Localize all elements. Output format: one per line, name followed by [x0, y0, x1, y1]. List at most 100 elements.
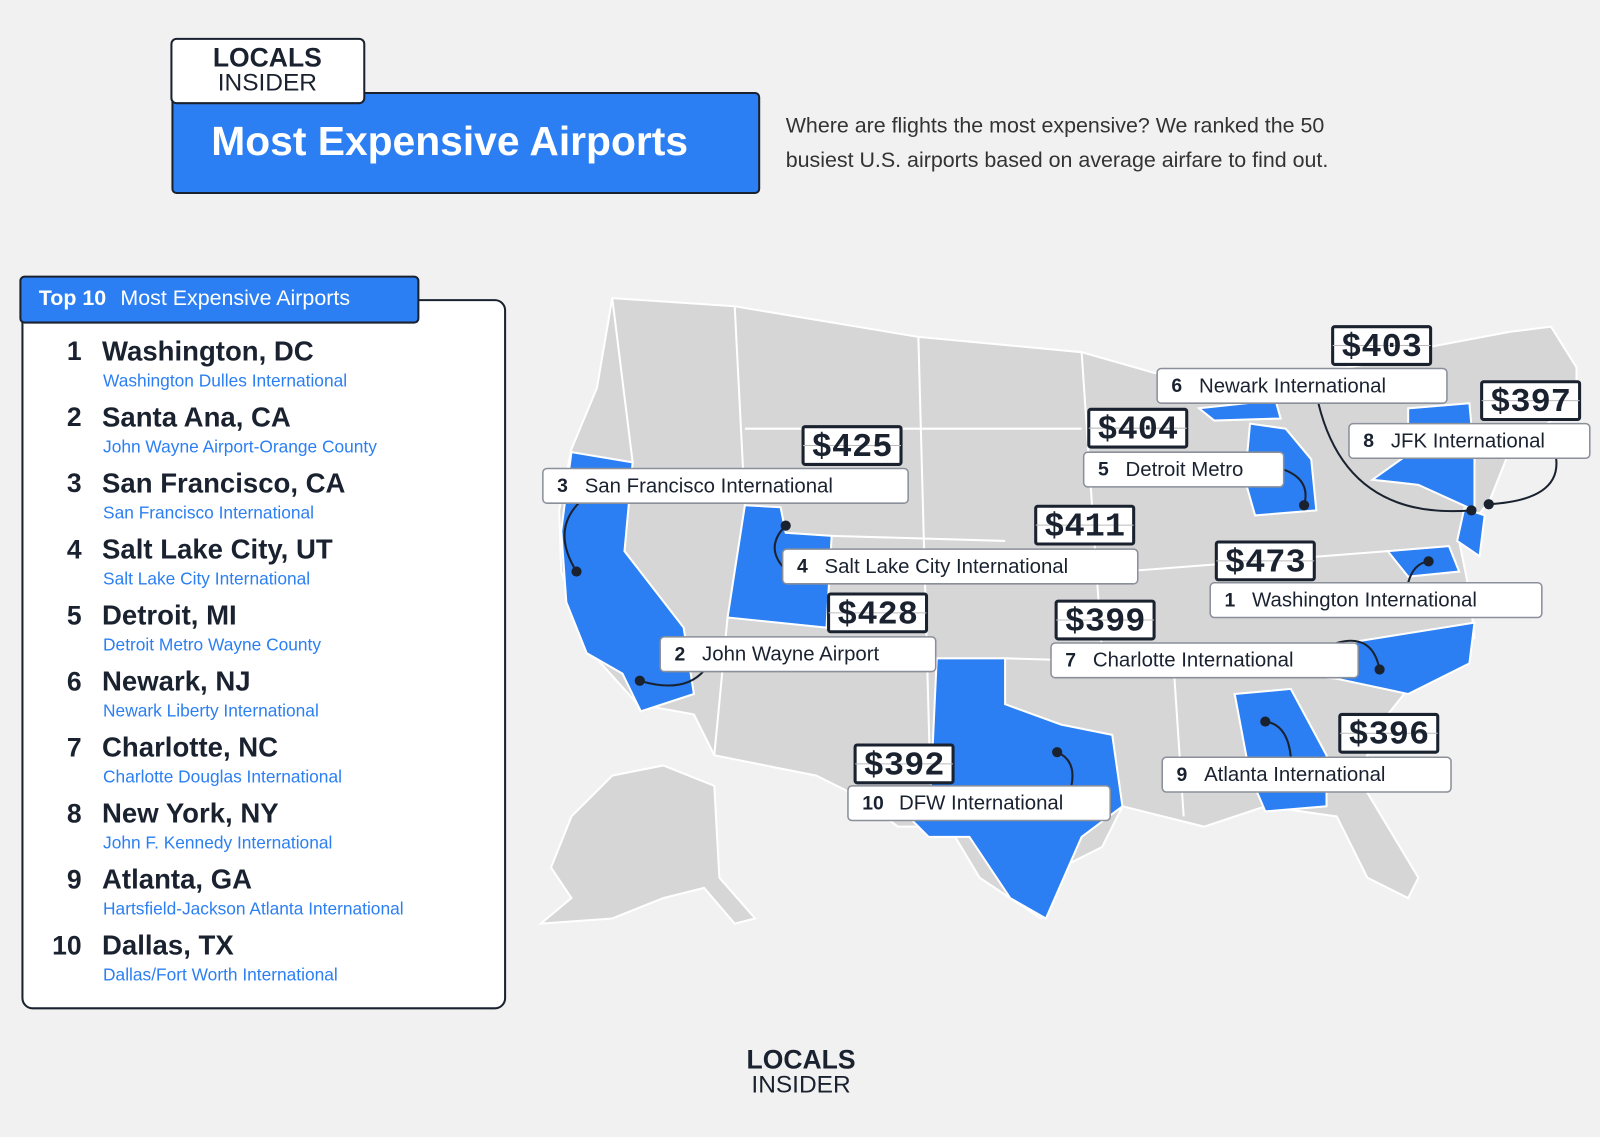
callout-rank: 5	[1098, 459, 1109, 481]
callout-box	[1082, 451, 1285, 488]
list-tab	[19, 275, 420, 324]
callout-rank: 1	[1224, 589, 1235, 611]
logo-line: LOCALS	[213, 42, 322, 72]
callout-name: JFK International	[1391, 430, 1545, 452]
airport-dot	[1052, 747, 1063, 758]
city: Salt Lake City, UT	[102, 534, 333, 565]
city: Charlotte, NC	[102, 732, 278, 763]
city: San Francisco, CA	[102, 468, 346, 499]
airport-dot	[634, 675, 645, 686]
utah	[726, 504, 833, 629]
price: $397	[1490, 384, 1571, 422]
airport: Dallas/Fort Worth International	[103, 965, 338, 985]
rank: 3	[67, 468, 82, 498]
callout-box	[1161, 756, 1452, 793]
callout-name: San Francisco International	[585, 475, 833, 497]
price: $399	[1065, 603, 1146, 641]
title-bar	[171, 91, 761, 195]
callout-box	[1209, 582, 1543, 619]
city: Atlanta, GA	[102, 864, 252, 895]
rank: 4	[67, 534, 82, 564]
price: $396	[1348, 717, 1429, 755]
price: $411	[1044, 509, 1125, 547]
airport-dot	[1466, 505, 1477, 516]
price: $404	[1097, 412, 1178, 450]
callout-name: Washington International	[1252, 590, 1477, 612]
airport: Hartsfield-Jackson Atlanta International	[103, 899, 404, 919]
airport: Washington Dulles International	[103, 370, 347, 390]
callout-box	[1156, 367, 1448, 404]
rank: 7	[67, 732, 82, 762]
rank: 8	[67, 798, 82, 828]
callout-rank: 2	[674, 643, 685, 665]
airport-dot	[1423, 556, 1434, 567]
callout-rank: 8	[1363, 430, 1374, 452]
price: $403	[1341, 329, 1422, 367]
callout-name: Salt Lake City International	[824, 556, 1068, 578]
airport-dot	[571, 566, 582, 577]
city: Dallas, TX	[102, 930, 234, 961]
rank: 5	[67, 600, 82, 630]
callout-box	[1050, 642, 1359, 679]
airport: Newark Liberty International	[103, 700, 319, 720]
city: Santa Ana, CA	[102, 401, 291, 432]
callout-rank: 9	[1177, 764, 1188, 786]
logo-line: INSIDER	[218, 69, 317, 96]
price: $473	[1225, 544, 1306, 582]
airport: Charlotte Douglas International	[103, 766, 342, 786]
airport: Detroit Metro Wayne County	[103, 634, 321, 654]
list-title: Most Expensive Airports	[120, 286, 350, 310]
callout-box	[847, 785, 1111, 822]
rank: 10	[52, 930, 82, 960]
callout-rank: 4	[797, 556, 808, 578]
description: busiest U.S. airports based on average a…	[786, 148, 1329, 172]
connector	[1336, 639, 1381, 670]
connector	[1488, 458, 1558, 506]
new-jersey	[1455, 506, 1486, 559]
list-title-bold: Top 10	[39, 286, 106, 310]
callout-name: Detroit Metro	[1126, 459, 1244, 481]
city: Washington, DC	[102, 335, 314, 366]
airport-dot	[780, 520, 791, 531]
price: $428	[837, 596, 918, 634]
footer-logo: INSIDER	[751, 1071, 850, 1098]
callout-name: DFW International	[899, 793, 1063, 815]
callout-rank: 3	[557, 475, 568, 497]
title: Most Expensive Airports	[211, 118, 688, 164]
airport: Salt Lake City International	[103, 568, 310, 588]
logo-box	[170, 37, 366, 105]
callout-box	[1348, 422, 1591, 460]
callout-name: Newark International	[1199, 375, 1386, 397]
callout-rank: 10	[862, 792, 884, 814]
callout-box	[542, 467, 909, 504]
rank: 2	[67, 402, 82, 432]
callout-rank: 6	[1171, 375, 1182, 397]
connector	[563, 501, 581, 573]
rank: 6	[67, 666, 82, 696]
rank: 9	[67, 864, 82, 894]
city: Detroit, MI	[102, 600, 237, 631]
callout-box	[659, 636, 937, 673]
city: New York, NY	[102, 798, 279, 829]
rank: 1	[67, 336, 82, 366]
price: $392	[864, 747, 945, 785]
airport-dot	[1298, 500, 1310, 511]
connector	[639, 669, 705, 687]
airport: San Francisco International	[103, 502, 314, 522]
footer-logo: LOCALS	[747, 1044, 856, 1074]
callout-name: John Wayne Airport	[702, 644, 880, 666]
price: $425	[812, 429, 893, 467]
callout-rank: 7	[1065, 649, 1076, 671]
airport: John Wayne Airport-Orange County	[103, 436, 377, 456]
airport-dot	[1374, 664, 1385, 675]
callout-name: Charlotte International	[1093, 650, 1294, 672]
callout-box	[781, 548, 1139, 585]
description: Where are flights the most expensive? We…	[786, 113, 1325, 137]
alaska	[537, 764, 757, 925]
connector	[1317, 402, 1472, 513]
city: Newark, NJ	[102, 666, 251, 697]
airport-dot	[1483, 499, 1494, 510]
callout-name: Atlanta International	[1204, 764, 1385, 786]
